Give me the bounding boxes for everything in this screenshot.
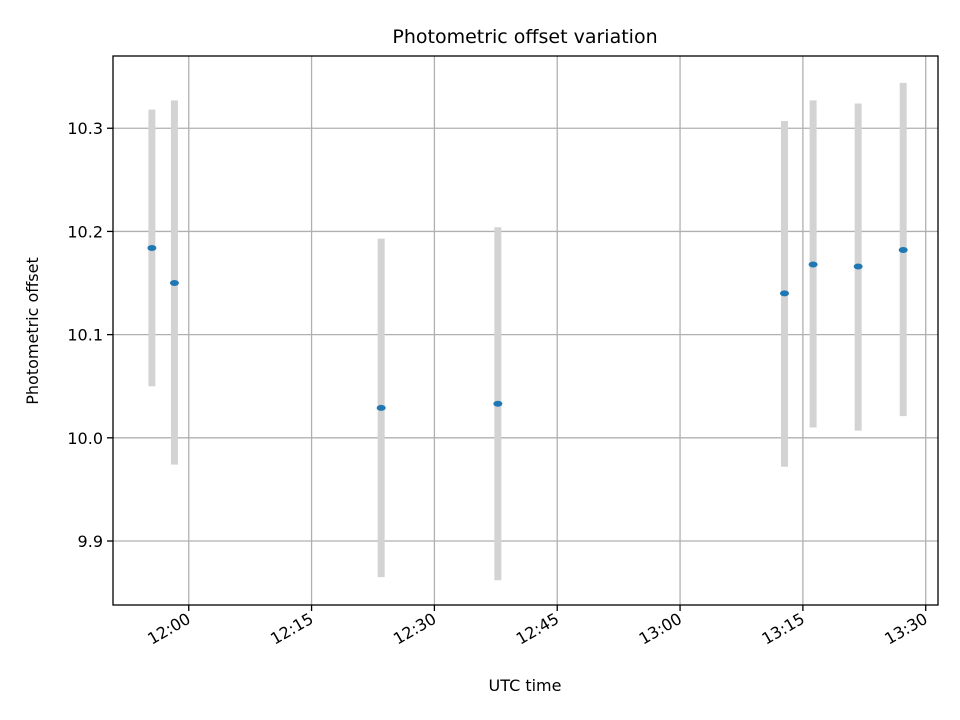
- y-axis-ticks: 9.9 10.0 10.1 10.2 10.3: [67, 119, 113, 551]
- chart-title: Photometric offset variation: [392, 26, 657, 48]
- y-tick-label: 10.3: [67, 119, 103, 138]
- y-axis-label: Photometric offset: [23, 257, 42, 405]
- data-point: [898, 247, 908, 254]
- y-tick-label: 10.0: [67, 429, 103, 448]
- data-point: [493, 400, 503, 407]
- plot-frame: [112, 55, 939, 606]
- grid: [113, 56, 938, 605]
- data-point: [808, 261, 818, 268]
- data-point: [853, 263, 863, 270]
- y-tick-label: 9.9: [78, 532, 103, 551]
- data-point: [147, 244, 157, 251]
- data-point: [376, 404, 386, 411]
- data-point: [779, 290, 789, 297]
- data-point: [169, 280, 179, 287]
- x-axis-label: UTC time: [489, 676, 562, 695]
- data-points: [147, 244, 908, 411]
- y-tick-label: 10.1: [67, 326, 103, 345]
- y-tick-label: 10.2: [67, 222, 103, 241]
